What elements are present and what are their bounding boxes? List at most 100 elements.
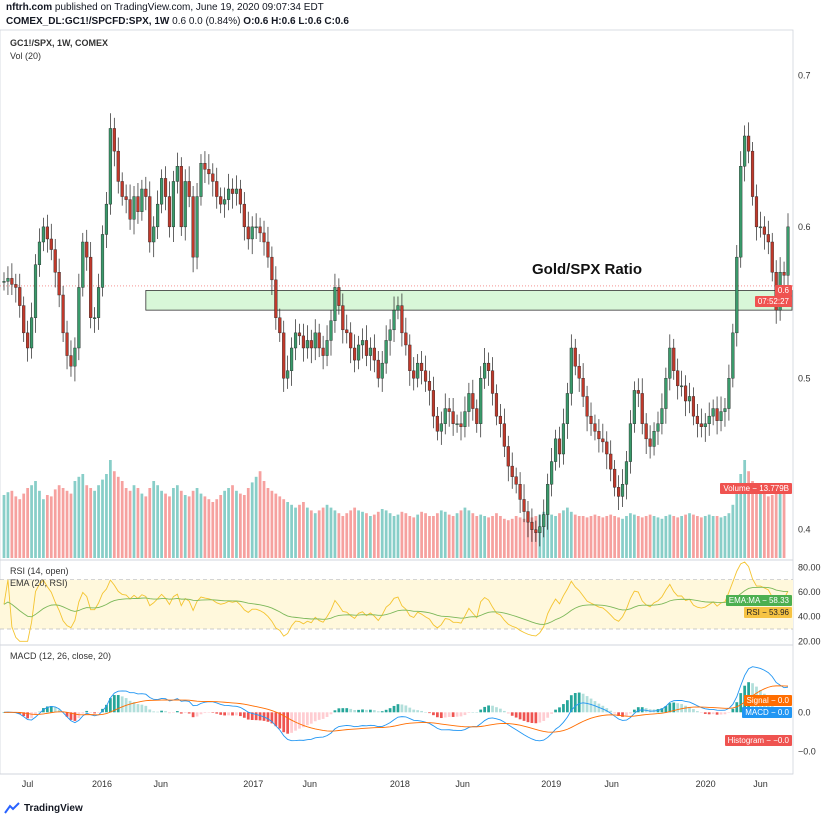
ohlc-values: O:0.6 H:0.6 L:0.6 C:0.6 [243, 16, 349, 27]
volume-bar [337, 513, 341, 558]
candle-body [506, 446, 510, 467]
candle-body [49, 238, 53, 250]
histogram-bar [345, 708, 349, 713]
candle-body [22, 305, 26, 334]
candle-body [360, 340, 365, 346]
candle-body [61, 294, 65, 334]
candle-body [33, 264, 38, 318]
histogram-bar [164, 711, 167, 713]
candle-body [687, 396, 692, 402]
time-tick-label: Jun [604, 779, 619, 789]
candle-body [297, 332, 302, 337]
histogram-bar [365, 709, 368, 713]
volume-bar [506, 520, 510, 558]
histogram-bar [392, 705, 396, 713]
volume-tag: Volume − 13.779B [720, 483, 792, 494]
volume-bar [751, 481, 754, 558]
volume-bar [632, 514, 636, 558]
candle-body [112, 128, 116, 152]
rsi-tick-label: 80.00 [798, 562, 821, 572]
candle-body [656, 423, 660, 432]
candle-body [321, 347, 325, 356]
candle-body [683, 385, 688, 402]
volume-bar [743, 460, 747, 558]
candle-body [490, 370, 495, 394]
candle-body [561, 423, 566, 455]
macd-legend: MACD (12, 26, close, 20) [10, 651, 112, 661]
candle-body [487, 362, 491, 371]
chart-canvas[interactable]: 0.7 0.6 0.5 0.4 Jul 2016 Jun 2017 Jun 2018 Jun 2019… [0, 0, 840, 800]
volume-bar [502, 518, 506, 558]
histogram-bar [471, 712, 475, 713]
volume-bar [420, 511, 423, 558]
histogram-bar [148, 709, 152, 713]
candle-body [309, 340, 313, 349]
volume-bar [648, 514, 652, 558]
histogram-bar [510, 712, 514, 716]
volume-bar [707, 514, 711, 558]
histogram-bar [266, 712, 270, 722]
histogram-bar [388, 708, 392, 713]
histogram-bar [183, 712, 187, 713]
volume-bar [254, 476, 258, 558]
candle-body [786, 226, 790, 276]
axes: 0.7 0.6 0.5 0.4 Jul 2016 Jun 2017 Jun 2018 Jun 2019… [22, 70, 821, 789]
histogram-bar [136, 704, 140, 713]
volume-bar [404, 513, 408, 558]
histogram-bar [727, 712, 731, 713]
candle-body [6, 278, 10, 282]
volume-bar [148, 488, 152, 558]
volume-bar [451, 516, 455, 558]
volume-bar [278, 496, 282, 558]
volume-bar [187, 496, 191, 558]
candle-body [668, 347, 672, 379]
candle-body [317, 332, 321, 349]
candle-body [254, 226, 258, 229]
candle-body [400, 305, 404, 334]
candle-body [380, 362, 384, 379]
candle-body [514, 476, 518, 485]
candle-body [703, 423, 707, 427]
candle-body [758, 226, 762, 229]
candle-body [447, 408, 451, 412]
candle-body [652, 431, 656, 447]
volume-bar [585, 517, 589, 558]
candle-body [699, 423, 703, 427]
volume-bar [175, 485, 179, 558]
histogram-bar [144, 705, 148, 713]
histogram-bar [459, 712, 463, 717]
histogram-bar [621, 712, 624, 717]
histogram-bar [302, 712, 305, 728]
volume-bar [656, 517, 660, 558]
volume-bar [353, 507, 357, 558]
histogram-bar [577, 692, 581, 713]
time-tick-label: Jun [303, 779, 318, 789]
volume-bar [211, 502, 215, 558]
candle-body [305, 340, 309, 349]
volume-bar [136, 488, 140, 558]
volume-bar [172, 488, 175, 558]
volume-bar [455, 513, 459, 558]
candle-body [597, 431, 601, 440]
volume-bar [762, 493, 766, 558]
candle-body [14, 284, 18, 288]
histogram-bar [329, 712, 333, 715]
candle-body [569, 347, 573, 394]
volume-bar [329, 507, 333, 558]
volume-bar [116, 476, 120, 558]
macd-tick-label: −0.0 [798, 747, 816, 757]
histogram-bar [18, 712, 22, 714]
histogram-bar [258, 712, 262, 721]
tradingview-logo[interactable]: TradingView [4, 802, 83, 814]
candle-body [313, 332, 317, 349]
volume-bar [499, 516, 502, 558]
histogram-bar [372, 710, 376, 713]
histogram-bar [152, 711, 156, 713]
time-tick-label: 2018 [390, 779, 410, 789]
histogram-bar [400, 704, 404, 713]
histogram-bar [250, 712, 254, 720]
volume-bar [443, 511, 447, 558]
candle-body [538, 526, 542, 533]
candle-body [553, 438, 558, 462]
candle-body [175, 166, 179, 182]
